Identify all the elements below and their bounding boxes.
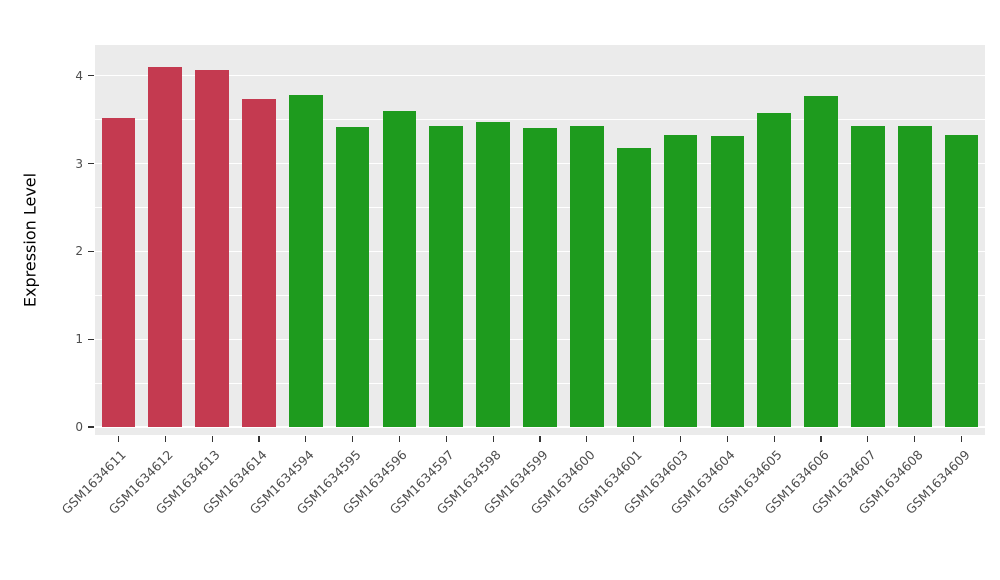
y-axis-title: Expression Level <box>20 172 40 308</box>
y-tick-mark <box>88 338 94 340</box>
x-tick-mark <box>679 436 682 442</box>
bar-GSM1634606 <box>804 95 838 428</box>
x-tick-mark <box>773 436 775 442</box>
bar-GSM1634605 <box>757 112 792 428</box>
x-tick-mark <box>492 436 494 442</box>
bar-GSM1634607 <box>851 125 885 428</box>
bar-GSM1634596 <box>382 110 417 428</box>
bar-GSM1634595 <box>335 126 370 428</box>
bar-GSM1634608 <box>897 125 932 428</box>
x-tick-mark <box>258 436 260 442</box>
x-tick-mark <box>352 436 354 442</box>
bar-GSM1634609 <box>944 135 979 428</box>
y-tick-mark <box>88 75 94 77</box>
x-tick-mark <box>820 436 822 442</box>
x-tick-mark <box>211 436 213 442</box>
y-tick-label: 2 <box>75 244 83 259</box>
bar-GSM1634611 <box>101 117 136 428</box>
y-tick-mark <box>88 426 94 428</box>
major-gridline <box>95 426 985 428</box>
bar-GSM1634600 <box>569 125 604 428</box>
y-tick-label: 0 <box>75 420 83 435</box>
x-tick-mark <box>960 436 963 442</box>
x-tick-mark <box>398 436 401 442</box>
bar-GSM1634604 <box>710 136 745 428</box>
y-tick-mark <box>88 162 94 165</box>
x-tick-mark <box>633 436 635 442</box>
major-gridline <box>95 75 985 77</box>
x-tick-mark <box>305 436 307 442</box>
x-tick-mark <box>867 436 869 442</box>
x-tick-mark <box>445 436 447 442</box>
x-tick-mark <box>586 436 588 442</box>
bar-GSM1634601 <box>616 147 651 428</box>
y-tick-label: 3 <box>75 156 83 171</box>
x-tick-mark <box>914 436 916 442</box>
bar-GSM1634594 <box>288 95 323 428</box>
bar-GSM1634614 <box>242 99 276 428</box>
bar-GSM1634612 <box>148 66 183 428</box>
x-tick-mark <box>726 436 728 442</box>
bar-GSM1634603 <box>663 135 698 428</box>
bar-GSM1634598 <box>476 122 510 428</box>
y-tick-mark <box>88 250 94 252</box>
y-tick-label: 4 <box>75 68 83 83</box>
minor-gridline <box>95 119 985 120</box>
y-tick-label: 1 <box>75 332 83 347</box>
bar-GSM1634597 <box>429 125 464 428</box>
bar-GSM1634599 <box>523 127 557 428</box>
chart-panel <box>95 45 985 435</box>
x-tick-mark <box>164 436 166 442</box>
x-tick-mark <box>539 436 541 442</box>
x-tick-mark <box>117 436 119 442</box>
bar-GSM1634613 <box>195 69 229 428</box>
